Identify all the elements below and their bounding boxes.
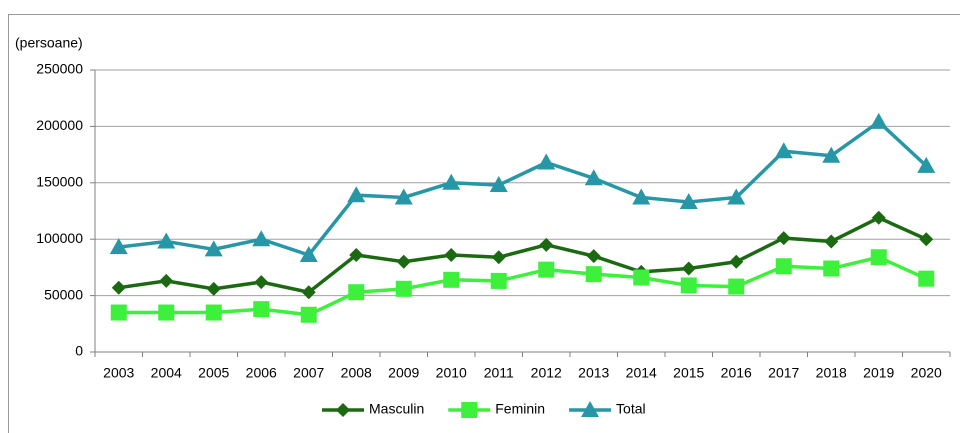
data-point [301, 285, 316, 300]
y-tick-label: 100000 [36, 230, 83, 246]
y-axis-label: (persoane) [15, 35, 83, 51]
x-tick-label: 2012 [531, 365, 562, 381]
data-point [776, 231, 791, 246]
x-tick-label: 2009 [388, 365, 419, 381]
data-point [822, 146, 841, 163]
legend-label: Feminin [495, 401, 545, 417]
x-tick-label: 2019 [863, 365, 894, 381]
data-point [774, 142, 793, 159]
data-point [775, 258, 792, 275]
data-point [254, 275, 269, 290]
data-point [444, 247, 459, 262]
data-point [394, 188, 413, 205]
data-point [300, 306, 317, 323]
data-point [109, 238, 128, 255]
data-point [729, 254, 744, 269]
x-tick-label: 2014 [626, 365, 657, 381]
data-point [159, 273, 174, 288]
x-tick-label: 2016 [721, 365, 752, 381]
x-tick-label: 2015 [673, 365, 704, 381]
data-point [158, 304, 175, 321]
data-point [633, 269, 650, 286]
data-point [585, 266, 602, 283]
data-point [347, 186, 366, 203]
data-point [917, 156, 936, 173]
x-tick-label: 2003 [103, 365, 134, 381]
data-point [490, 272, 507, 289]
legend-marker [581, 401, 600, 417]
data-point [871, 210, 886, 225]
x-tick-label: 2005 [198, 365, 229, 381]
x-tick-label: 2010 [436, 365, 467, 381]
x-tick-label: 2007 [293, 365, 324, 381]
data-point [299, 245, 318, 262]
data-point [728, 278, 745, 295]
data-point [206, 281, 221, 296]
data-point [253, 301, 270, 318]
legend-marker [336, 403, 350, 417]
legend-label: Masculin [369, 401, 424, 417]
data-point [157, 232, 176, 249]
legend-marker [461, 402, 478, 418]
data-point [491, 250, 506, 265]
data-point [824, 234, 839, 249]
data-point [442, 173, 461, 190]
series-line [118, 215, 927, 295]
data-point [869, 112, 888, 129]
data-point [111, 280, 126, 295]
data-point [205, 304, 222, 321]
x-tick-label: 2011 [484, 365, 514, 381]
data-point [489, 176, 508, 193]
y-tick-label: 50000 [44, 286, 83, 302]
data-point [252, 230, 271, 247]
data-point [537, 153, 556, 170]
data-point [349, 247, 364, 262]
data-point [538, 261, 555, 278]
frame [8, 14, 960, 433]
data-point [348, 284, 365, 301]
data-point [681, 261, 696, 276]
data-point [443, 271, 460, 288]
data-point [919, 232, 934, 247]
series-line [118, 119, 928, 258]
y-tick-label: 200000 [36, 117, 83, 133]
y-tick-label: 150000 [36, 174, 83, 190]
data-point [539, 237, 554, 252]
data-point [396, 254, 411, 269]
data-point [680, 277, 697, 294]
data-point [110, 304, 127, 321]
data-point [823, 260, 840, 277]
x-tick-label: 2017 [768, 365, 799, 381]
data-point [584, 169, 603, 186]
legend-label: Total [616, 401, 646, 417]
x-tick-label: 2018 [816, 365, 847, 381]
data-point [586, 249, 601, 264]
y-tick-label: 0 [75, 343, 83, 359]
x-tick-label: 2004 [151, 365, 182, 381]
data-point [395, 280, 412, 297]
data-point [727, 188, 746, 205]
data-point [204, 240, 223, 257]
data-point [632, 188, 651, 205]
data-point [918, 270, 935, 287]
data-point [679, 192, 698, 209]
y-tick-label: 250000 [36, 61, 83, 77]
data-point [870, 249, 887, 266]
x-tick-label: 2013 [578, 365, 609, 381]
x-tick-label: 2008 [341, 365, 372, 381]
x-tick-label: 2006 [246, 365, 277, 381]
x-tick-label: 2020 [911, 365, 942, 381]
